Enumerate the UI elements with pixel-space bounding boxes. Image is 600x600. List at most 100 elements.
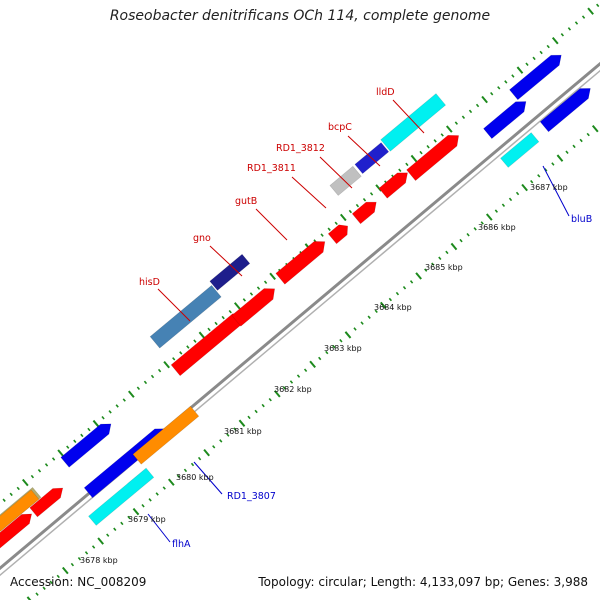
- tick-mark: [426, 144, 430, 149]
- tick-mark: [167, 478, 175, 486]
- tick-mark: [77, 557, 82, 561]
- tick-mark: [516, 66, 524, 74]
- gene-feature: [406, 134, 460, 182]
- tick-mark: [122, 398, 126, 402]
- tick-mark: [16, 486, 20, 491]
- tick-mark: [289, 380, 294, 384]
- gene-feature: [132, 405, 200, 465]
- tick-mark: [203, 448, 210, 457]
- tick-mark: [157, 368, 162, 373]
- tick-mark: [485, 213, 493, 221]
- tick-mark: [490, 91, 494, 96]
- tick-mark: [560, 33, 564, 37]
- tick-mark: [587, 7, 594, 15]
- tick-mark: [115, 404, 119, 408]
- tick-mark: [226, 433, 230, 437]
- tick-mark: [332, 344, 336, 349]
- tick-mark: [480, 221, 484, 225]
- tick-mark: [433, 139, 437, 143]
- tick-mark: [395, 291, 400, 296]
- tick-mark: [84, 551, 89, 555]
- tick-mark: [438, 256, 442, 261]
- tick-mark: [62, 566, 69, 575]
- tick-mark: [546, 44, 550, 49]
- gene-label-flhA[interactable]: flhA: [172, 539, 191, 550]
- kbp-label: 3680 kbp: [176, 473, 214, 482]
- tick-mark: [80, 433, 84, 438]
- tick-mark: [445, 250, 449, 255]
- gene-feature: [0, 513, 33, 549]
- inner-tick-ring: [26, 124, 599, 600]
- backbone-line: [0, 61, 600, 571]
- tick-mark: [70, 562, 75, 567]
- tick-mark: [369, 192, 374, 196]
- tick-mark: [360, 321, 364, 325]
- tick-mark: [108, 410, 112, 414]
- tick-mark: [193, 339, 197, 343]
- tick-mark: [179, 351, 183, 355]
- tick-mark: [66, 445, 70, 449]
- tick-mark: [353, 327, 357, 331]
- tick-mark: [49, 580, 53, 585]
- label-leader: [209, 245, 243, 277]
- gene-label-gno[interactable]: gno: [193, 233, 211, 244]
- tick-mark: [431, 262, 435, 266]
- tick-mark: [515, 191, 520, 196]
- tick-mark: [183, 468, 188, 473]
- tick-mark: [497, 86, 501, 90]
- gene-feature: [351, 201, 377, 225]
- gene-label-RD1_3811[interactable]: RD1_3811: [247, 163, 296, 174]
- tick-mark: [320, 233, 324, 237]
- gene-label-hisD[interactable]: hisD: [139, 277, 160, 288]
- tick-mark: [37, 469, 42, 473]
- gene-label-gutB[interactable]: gutB: [235, 196, 257, 207]
- label-leader: [392, 99, 425, 134]
- tick-mark: [57, 449, 64, 457]
- tick-mark: [501, 203, 506, 208]
- tick-mark: [186, 345, 190, 349]
- tick-mark: [539, 50, 543, 55]
- outer-tick-ring: [2, 3, 600, 502]
- tick-mark: [172, 357, 176, 361]
- tick-mark: [402, 286, 407, 290]
- tick-mark: [42, 586, 46, 590]
- gene-label-bcpC[interactable]: bcpC: [328, 122, 352, 133]
- gene-feature: [29, 487, 64, 518]
- tick-mark: [405, 162, 409, 167]
- tick-mark: [56, 574, 60, 579]
- tick-mark: [367, 315, 371, 319]
- tick-mark: [355, 203, 360, 208]
- tick-mark: [334, 221, 338, 226]
- gene-label-lldD[interactable]: lldD: [376, 87, 395, 98]
- tick-mark: [35, 592, 39, 596]
- tick-mark: [532, 56, 536, 61]
- tick-mark: [511, 74, 515, 78]
- tick-mark: [475, 103, 480, 108]
- gene-label-bluB[interactable]: bluB: [571, 214, 592, 225]
- tick-mark: [398, 168, 402, 173]
- tick-mark: [127, 390, 135, 398]
- kbp-label: 3684 kbp: [374, 303, 412, 312]
- label-leader: [291, 176, 327, 209]
- tick-mark: [530, 179, 534, 184]
- tick-mark: [410, 154, 418, 163]
- kbp-label: 3678 kbp: [80, 556, 118, 565]
- tick-mark: [238, 419, 246, 427]
- tick-mark: [296, 374, 301, 378]
- tick-mark: [51, 457, 56, 461]
- tick-mark: [339, 213, 347, 222]
- gene-label-RD1_3812[interactable]: RD1_3812: [276, 143, 325, 154]
- tick-mark: [132, 507, 140, 516]
- gene-label-RD1_3807[interactable]: RD1_3807: [227, 491, 276, 502]
- tick-mark: [233, 427, 237, 431]
- tick-mark: [207, 327, 211, 332]
- tick-mark: [273, 390, 281, 398]
- tick-mark: [468, 109, 473, 114]
- tick-mark: [87, 427, 91, 432]
- tick-mark: [591, 124, 599, 133]
- tick-mark: [163, 360, 170, 369]
- tick-mark: [92, 419, 100, 428]
- gene-feature: [88, 467, 155, 526]
- tick-mark: [567, 27, 572, 31]
